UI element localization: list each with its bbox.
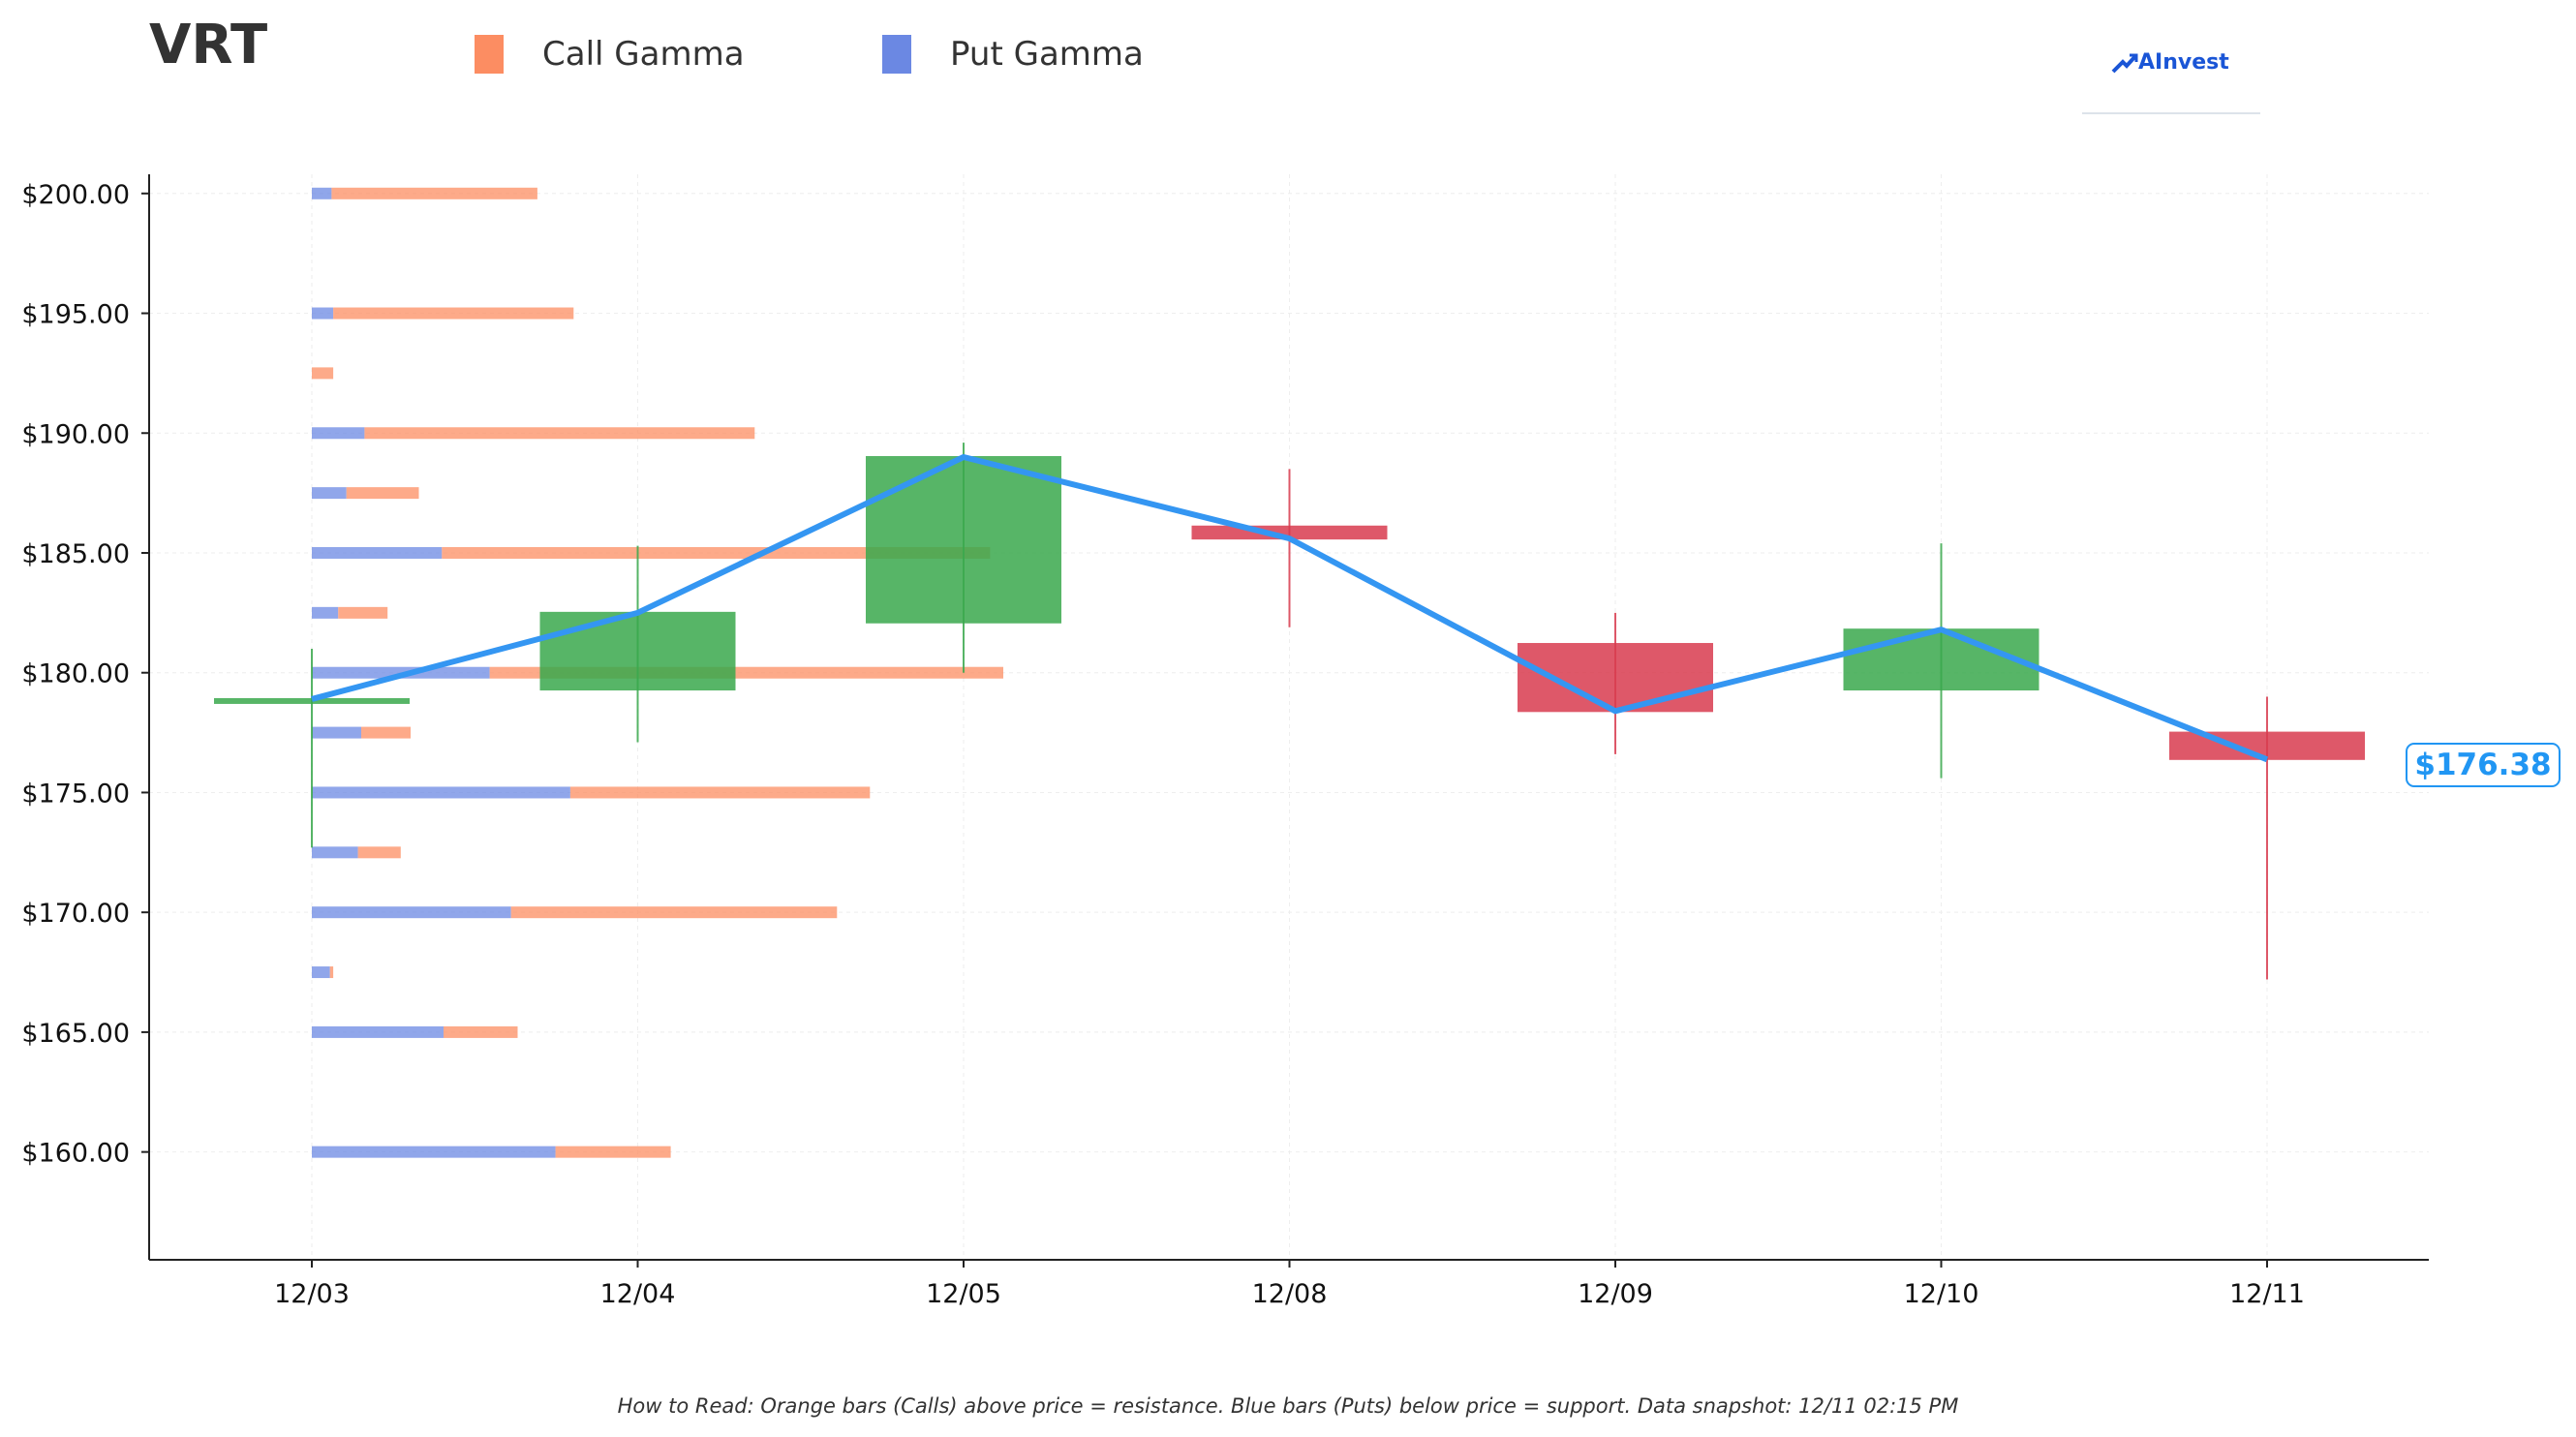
y-tick-label: $185.00 [21, 539, 130, 569]
x-tick-label: 12/03 [274, 1279, 350, 1309]
x-tick-label: 12/09 [1578, 1279, 1653, 1309]
candle-body-up [1843, 628, 2039, 691]
brand-logo: AInvest [2082, 45, 2260, 114]
candle-body-up [866, 456, 1061, 624]
call-gamma-bar [331, 187, 537, 199]
x-tick-label: 12/11 [2229, 1279, 2305, 1309]
put-gamma-swatch [882, 35, 911, 74]
candle-body-up [214, 697, 410, 704]
put-gamma-bar [312, 606, 339, 619]
brand-chart-icon [2111, 53, 2138, 73]
legend-put-gamma-label: Put Gamma [950, 35, 1144, 74]
legend-put-gamma: Put Gamma [882, 35, 1144, 74]
put-gamma-bar [312, 1146, 556, 1158]
brand-name: AInvest [2138, 50, 2229, 75]
legend-call-gamma-label: Call Gamma [542, 35, 745, 74]
x-tick-label: 12/04 [600, 1279, 676, 1309]
y-tick-label: $160.00 [21, 1139, 130, 1169]
call-gamma-bar [357, 846, 401, 859]
ticker-title: VRT [149, 14, 268, 76]
put-gamma-bar [312, 546, 443, 559]
call-gamma-bar [364, 427, 755, 440]
x-tick-label: 12/08 [1252, 1279, 1328, 1309]
call-gamma-bar [329, 966, 334, 979]
put-gamma-bar [312, 187, 332, 199]
x-tick-label: 12/10 [1904, 1279, 1979, 1309]
y-tick-label: $195.00 [21, 300, 130, 330]
y-tick-label: $200.00 [21, 180, 130, 210]
close-price-line [311, 454, 2269, 763]
call-gamma-bar [312, 367, 334, 380]
call-gamma-bar [361, 726, 411, 739]
put-gamma-bar [312, 487, 347, 500]
put-gamma-bar [312, 427, 365, 440]
call-gamma-bar [442, 546, 991, 559]
call-gamma-bar [569, 786, 871, 799]
put-gamma-bar [312, 906, 511, 919]
y-tick-label: $170.00 [21, 899, 130, 929]
call-gamma-bar [333, 307, 574, 320]
call-gamma-bar [510, 906, 838, 919]
how-to-read-note: How to Read: Orange bars (Calls) above p… [617, 1394, 1959, 1418]
call-gamma-bar [338, 606, 388, 619]
y-tick-label: $180.00 [21, 659, 130, 689]
put-gamma-bar [312, 726, 361, 739]
put-gamma-bar [312, 307, 334, 320]
put-gamma-bar [312, 1025, 444, 1038]
call-gamma-swatch [475, 35, 504, 74]
legend-call-gamma: Call Gamma [475, 35, 745, 74]
call-gamma-bar [444, 1025, 518, 1038]
put-gamma-bar [312, 846, 358, 859]
x-tick-label: 12/05 [926, 1279, 1001, 1309]
candle-body-up [539, 611, 736, 691]
y-tick-label: $165.00 [21, 1019, 130, 1049]
candle-body-down [2169, 731, 2365, 760]
call-gamma-bar [555, 1146, 671, 1158]
y-tick-label: $175.00 [21, 779, 130, 809]
call-gamma-bar [346, 487, 419, 500]
last-price-badge: $176.38 [2406, 743, 2561, 787]
put-gamma-bar [312, 786, 570, 799]
put-gamma-bar [312, 966, 330, 979]
y-tick-label: $190.00 [21, 419, 130, 449]
